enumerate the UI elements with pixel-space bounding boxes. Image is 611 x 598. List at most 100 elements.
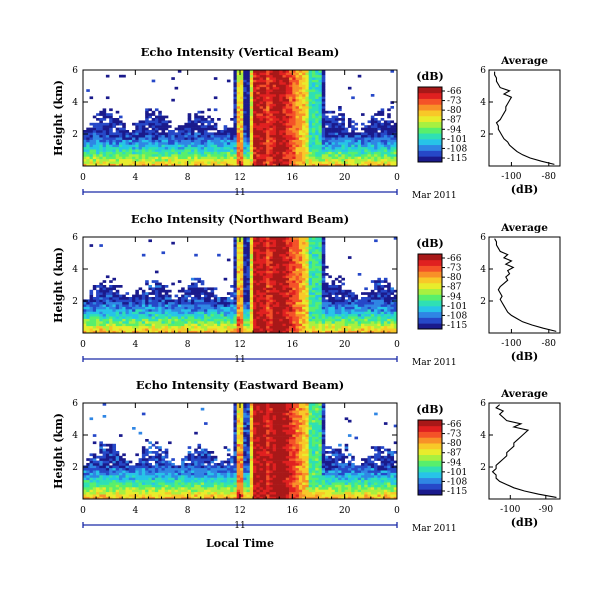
heatmap-cell — [285, 146, 290, 150]
heatmap-cell — [102, 163, 107, 167]
heatmap-cell — [105, 158, 110, 162]
heatmap-cell — [315, 161, 319, 164]
heatmap-cell — [275, 318, 280, 322]
heatmap-cell — [285, 249, 290, 252]
heatmap-cell — [285, 151, 290, 155]
heatmap-cell — [154, 115, 159, 119]
heatmap-cell — [361, 309, 365, 312]
heatmap-cell — [236, 134, 241, 138]
heatmap-cell — [249, 330, 254, 334]
heatmap-cell — [168, 325, 172, 329]
heatmap-cell — [125, 146, 130, 150]
heatmap-cell — [168, 311, 172, 315]
heatmap-cell — [302, 103, 306, 107]
heatmap-cell — [213, 287, 218, 291]
heatmap-cell — [223, 137, 228, 140]
heatmap-cell — [315, 253, 319, 257]
heatmap-cell — [364, 127, 368, 131]
heatmap-cell — [243, 239, 247, 243]
heatmap-cell — [259, 289, 264, 293]
heatmap-cell — [367, 321, 372, 324]
heatmap-cell — [275, 118, 280, 121]
heatmap-cell — [233, 239, 238, 243]
heatmap-cell — [311, 94, 316, 97]
heatmap-cell — [151, 122, 156, 126]
heatmap-cell — [325, 313, 329, 317]
heatmap-cell — [200, 323, 205, 327]
heatmap-cell — [243, 154, 247, 157]
heatmap-cell — [118, 139, 123, 143]
heatmap-cell — [393, 125, 398, 128]
heatmap-cell — [92, 127, 97, 131]
heatmap-cell — [282, 91, 287, 95]
heatmap-cell — [272, 306, 277, 310]
heatmap-cell — [387, 144, 391, 148]
heatmap-cell — [344, 330, 349, 334]
heatmap-cell — [298, 149, 303, 152]
heatmap-cell — [210, 161, 215, 164]
heatmap-cell — [112, 161, 117, 164]
heatmap-cell — [338, 299, 342, 303]
heatmap-cell — [109, 287, 113, 291]
heatmap-cell — [233, 91, 238, 95]
heatmap-cell — [292, 251, 296, 255]
heatmap-cell — [341, 301, 345, 305]
heatmap-cell — [262, 146, 267, 150]
heatmap-cell — [197, 137, 202, 140]
heatmap-cell — [204, 304, 208, 307]
heatmap-cell — [253, 239, 257, 243]
heatmap-cell — [266, 265, 270, 269]
heatmap-cell — [128, 311, 133, 315]
heatmap-cell — [302, 98, 306, 102]
heatmap-cell — [387, 156, 391, 160]
heatmap-cell — [321, 144, 326, 148]
heatmap-cell — [226, 258, 231, 262]
heatmap-cell — [148, 146, 152, 150]
heatmap-cell — [151, 156, 156, 160]
heatmap-cell — [83, 311, 87, 315]
heatmap-cell — [115, 313, 120, 317]
heatmap-cell — [207, 318, 211, 322]
heatmap-cell — [334, 142, 339, 145]
heatmap-cell — [174, 321, 179, 324]
heatmap-cell — [269, 299, 274, 303]
heatmap-cell — [308, 103, 313, 107]
heatmap-cell — [321, 270, 326, 274]
heatmap-cell — [89, 122, 94, 126]
heatmap-cell — [148, 113, 152, 116]
heatmap-cell — [145, 297, 149, 300]
heatmap-cell — [174, 306, 179, 310]
heatmap-cell — [321, 113, 326, 116]
heatmap-cell — [259, 122, 264, 126]
heatmap-cell — [285, 91, 290, 95]
heatmap-cell — [393, 321, 398, 324]
heatmap-cell — [256, 113, 260, 116]
heatmap-cell — [298, 287, 303, 291]
heatmap-cell — [240, 113, 244, 116]
heatmap-cell — [246, 108, 251, 112]
heatmap-cell — [243, 251, 247, 255]
heatmap-cell — [318, 110, 323, 114]
heatmap-cell — [282, 280, 287, 283]
heatmap-cell — [128, 154, 133, 157]
heatmap-cell — [285, 268, 290, 271]
heatmap-cell — [311, 106, 316, 109]
heatmap-cell — [233, 251, 238, 255]
heatmap-cell — [151, 309, 156, 312]
heatmap-cell — [269, 287, 274, 291]
heatmap-cell — [109, 142, 113, 145]
heatmap-cell — [259, 98, 264, 102]
heatmap-cell — [275, 261, 280, 264]
heatmap-cell — [354, 139, 359, 143]
heatmap-cell — [246, 115, 251, 119]
heatmap-cell — [318, 246, 323, 250]
heatmap-cell — [174, 144, 179, 148]
heatmap-cell — [289, 151, 293, 155]
heatmap-cell — [302, 142, 306, 145]
heatmap-cell — [321, 127, 326, 131]
heatmap-cell — [240, 253, 244, 257]
heatmap-cell — [318, 144, 323, 148]
heatmap-cell — [341, 118, 345, 121]
heatmap-cell — [259, 330, 264, 334]
heatmap-cell — [282, 110, 287, 114]
